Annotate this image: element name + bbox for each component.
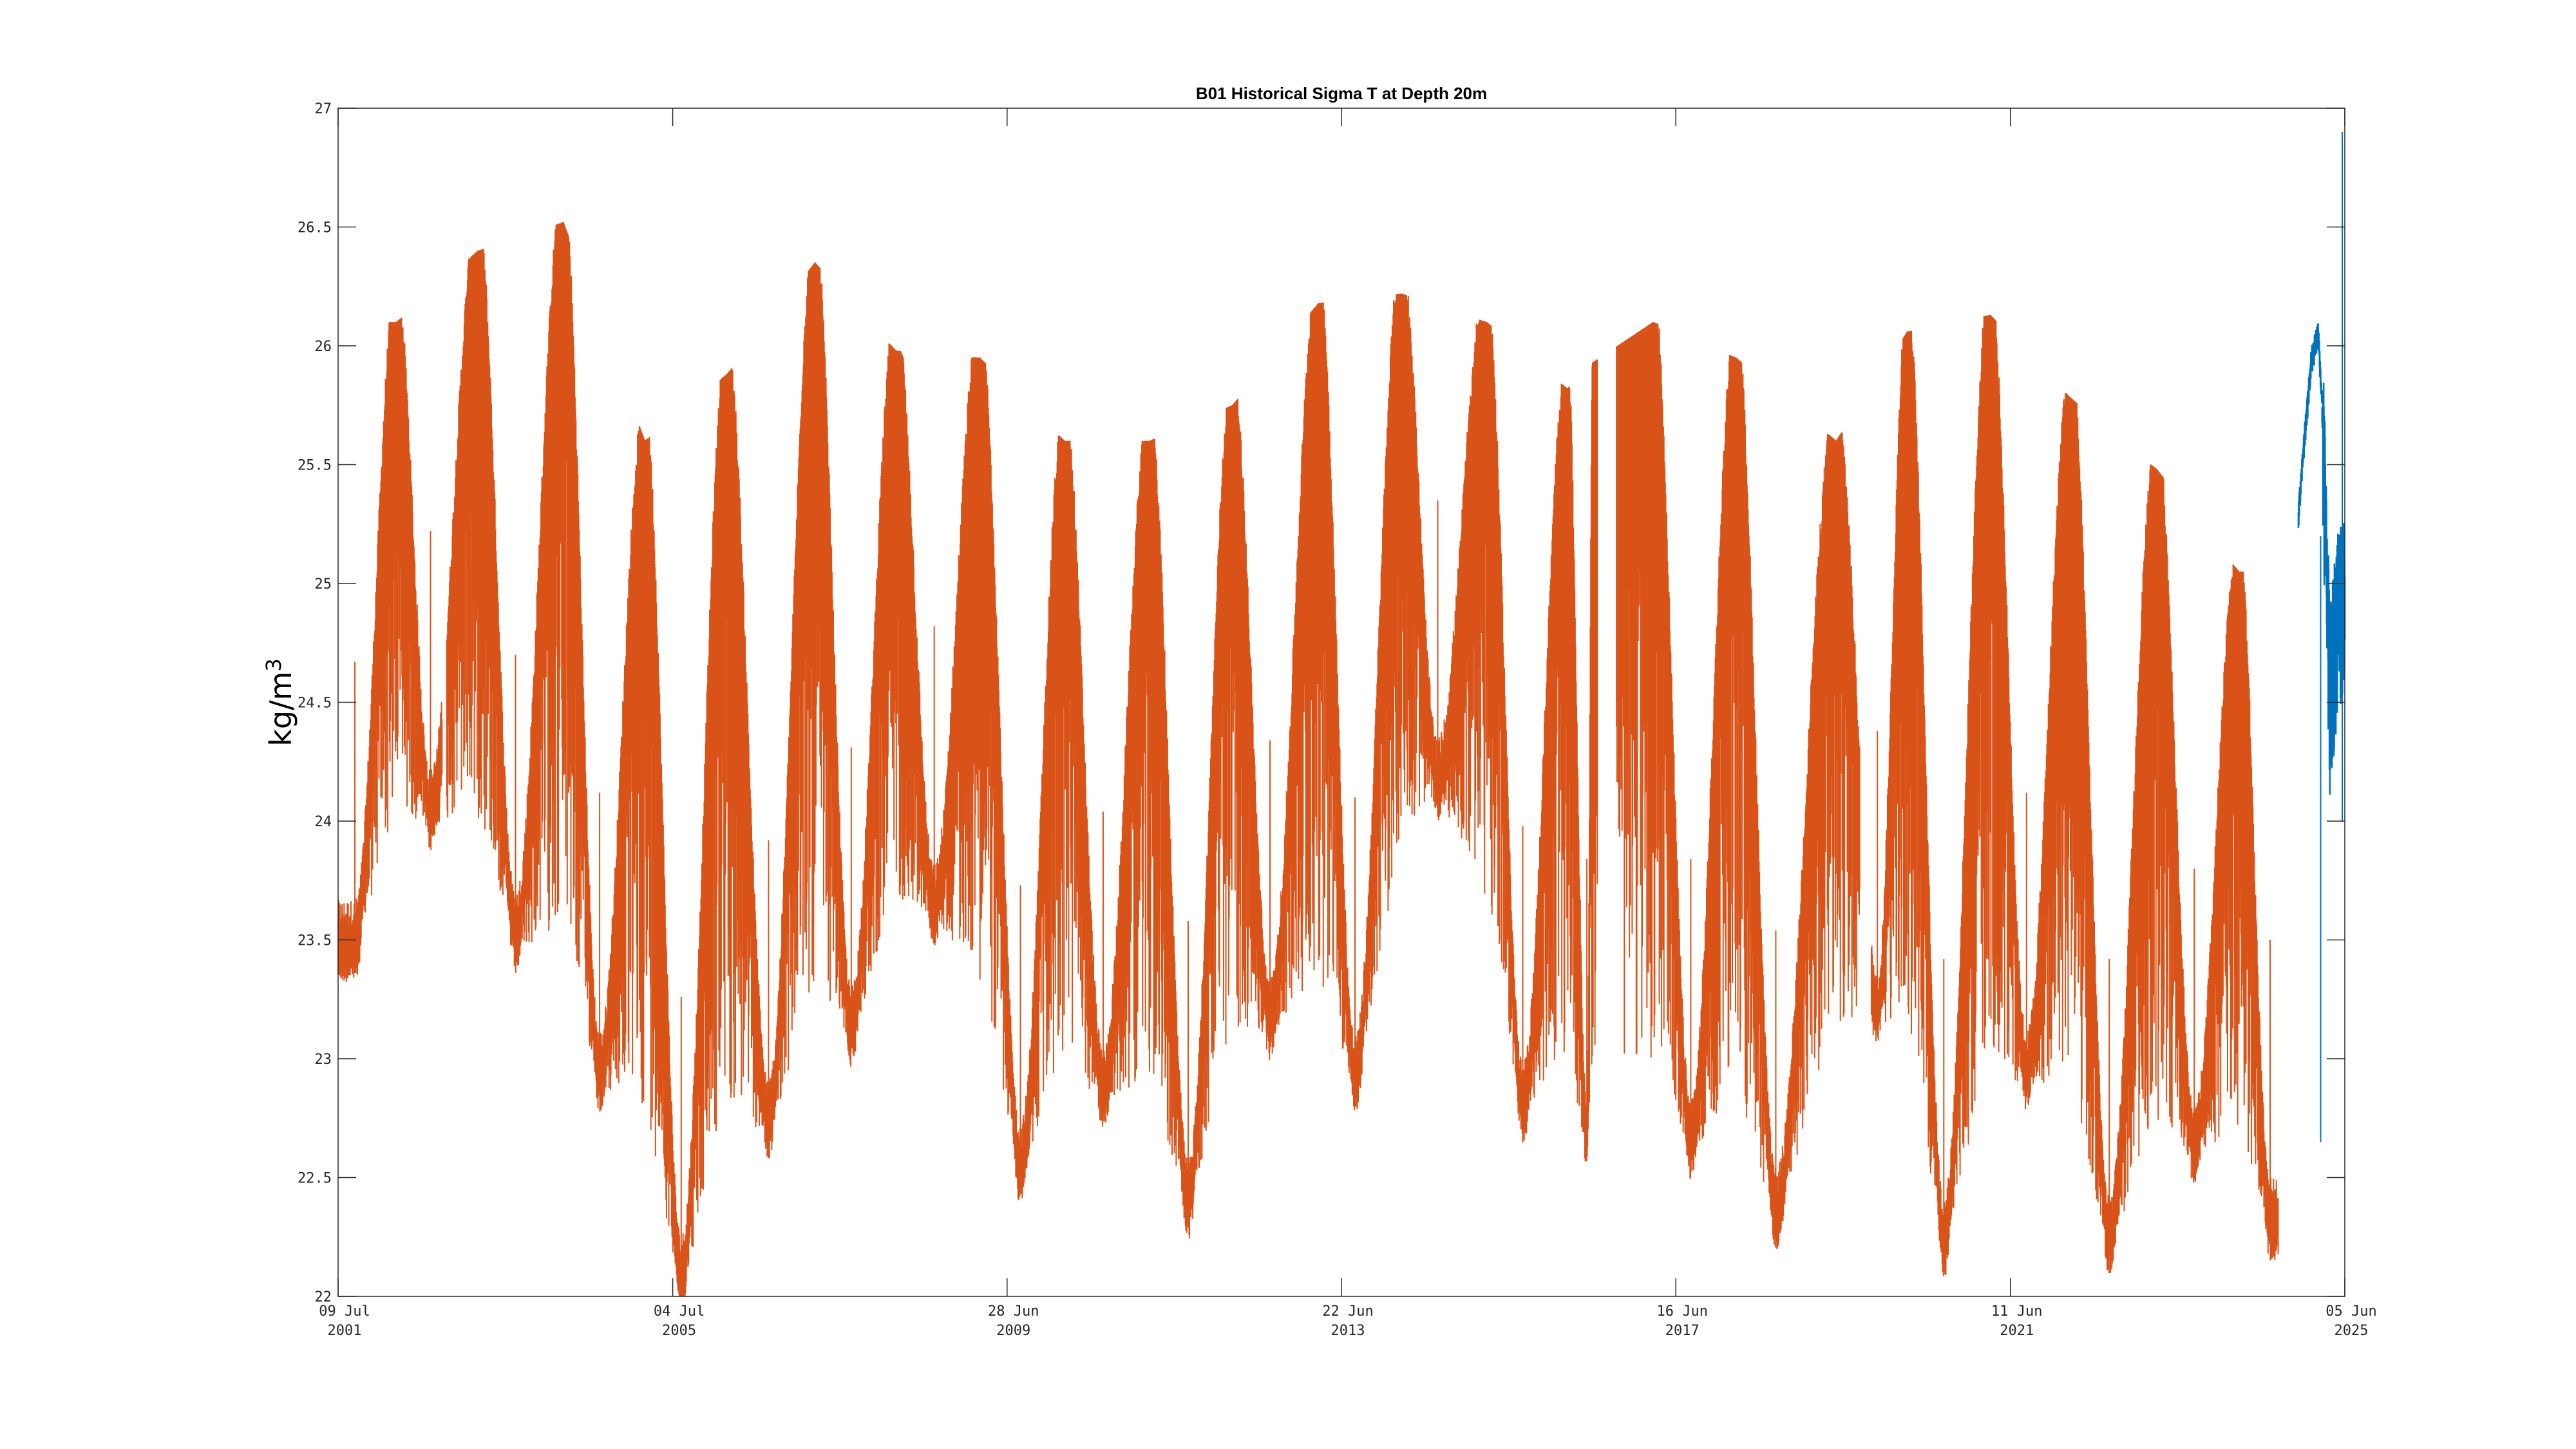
x-tick-label-date: 11 Jun xyxy=(1991,1303,2042,1320)
y-tick-label: 22 xyxy=(315,1289,332,1305)
x-tick-label-date: 09 Jul xyxy=(319,1303,370,1320)
series-recent xyxy=(2297,323,2346,795)
chart-title: B01 Historical Sigma T at Depth 20m xyxy=(1196,84,1487,103)
y-tick-label: 26 xyxy=(315,339,332,355)
y-tick-label: 24 xyxy=(315,814,332,830)
x-tick-label-date: 05 Jun xyxy=(2325,1303,2376,1320)
series-historical-segment xyxy=(337,317,443,982)
x-tick-label-date: 16 Jun xyxy=(1656,1303,1707,1320)
x-tick-label-date: 22 Jun xyxy=(1322,1303,1373,1320)
series-historical-segment xyxy=(446,222,1598,1296)
x-tick-label-year: 2005 xyxy=(662,1323,696,1339)
x-tick-label-year: 2021 xyxy=(2000,1323,2034,1339)
y-tick-label: 22.5 xyxy=(298,1171,332,1187)
series-historical-segment xyxy=(1870,315,2279,1276)
plot-area xyxy=(337,131,2346,1296)
y-axis-label-exponent: 3 xyxy=(261,658,286,671)
x-tick-label-year: 2025 xyxy=(2334,1323,2369,1339)
y-axis-label: kg/m3 xyxy=(261,658,298,746)
y-tick-label: 23 xyxy=(315,1052,332,1068)
y-tick-label: 27 xyxy=(315,101,332,117)
x-tick-label-year: 2009 xyxy=(996,1323,1030,1339)
x-tick-label-year: 2013 xyxy=(1331,1323,1365,1339)
y-tick-label: 23.5 xyxy=(298,933,332,949)
axis-ticks: 22 22.5 23 23.5 24 24.5 25 25.5 26 26.5 27 09 Jul 20… xyxy=(298,101,2377,1339)
series-historical-segment xyxy=(1616,322,1861,1249)
x-tick-label-year: 2001 xyxy=(328,1323,362,1339)
y-tick-label: 25.5 xyxy=(298,458,332,474)
y-axis-label-unit: kg/m xyxy=(263,672,298,746)
y-tick-label: 25 xyxy=(315,576,332,592)
x-tick-label-year: 2017 xyxy=(1665,1323,1700,1339)
y-tick-label: 26.5 xyxy=(298,220,332,236)
x-tick-label-date: 28 Jun xyxy=(988,1303,1039,1320)
y-tick-label: 24.5 xyxy=(298,696,332,712)
x-tick-label-date: 04 Jul xyxy=(654,1303,705,1320)
